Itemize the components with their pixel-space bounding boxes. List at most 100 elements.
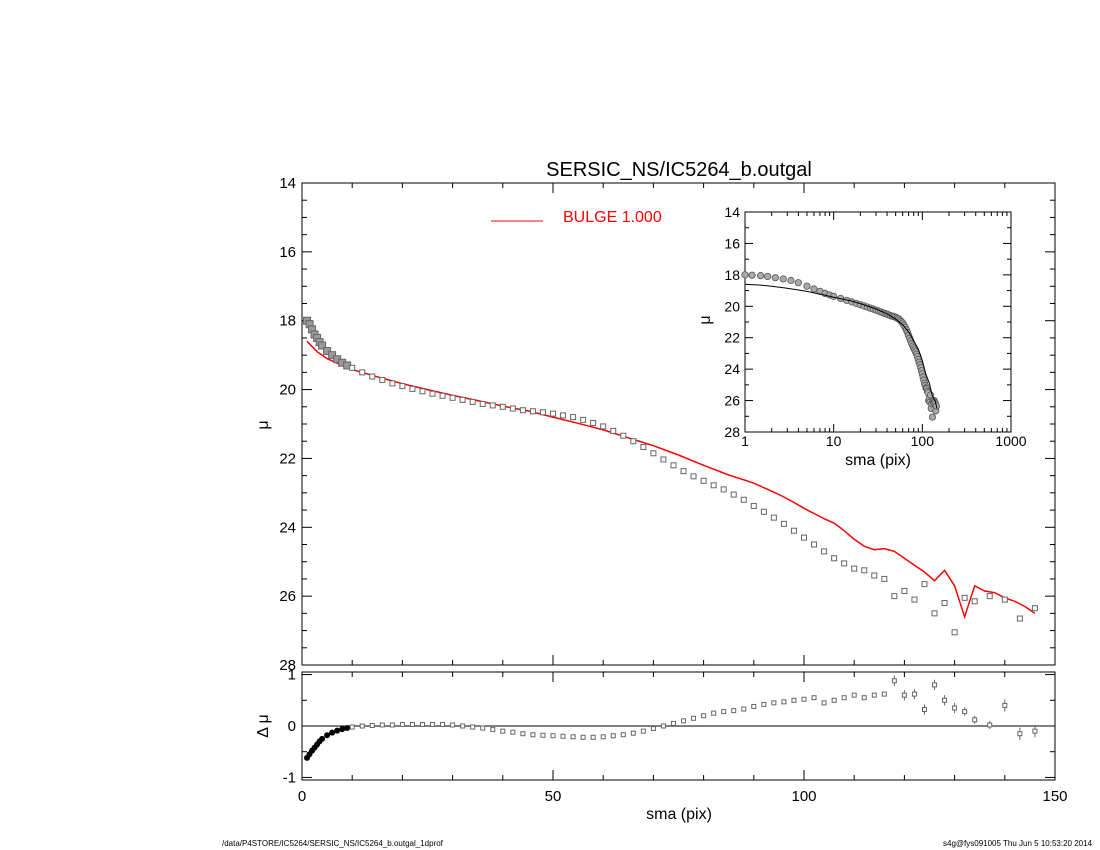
data-point bbox=[931, 610, 938, 617]
residual-point bbox=[711, 710, 717, 716]
inset-plot-frame bbox=[744, 211, 1012, 433]
data-point bbox=[921, 581, 928, 588]
data-point bbox=[700, 477, 707, 484]
residual-point bbox=[344, 725, 351, 732]
data-point bbox=[1001, 596, 1008, 603]
inset-x-axis-label: sma (pix) bbox=[845, 452, 911, 469]
data-point bbox=[821, 548, 828, 555]
residual-point bbox=[570, 734, 576, 740]
inset-y-tick-label: 26 bbox=[724, 393, 740, 409]
data-point bbox=[690, 473, 697, 480]
data-point bbox=[640, 444, 647, 451]
main-y-tick-label: 20 bbox=[279, 382, 296, 399]
data-point bbox=[811, 541, 818, 548]
inset-panel: 1 10 100 1000 14 16 18 20 22 24 26 28 μ sma (pix) bbox=[697, 204, 1027, 469]
residual-point bbox=[660, 723, 666, 729]
data-point bbox=[560, 412, 567, 419]
main-panel: 14 16 18 20 22 24 26 28 BULGE 1.000 μ bbox=[255, 175, 1056, 674]
residual-series bbox=[304, 675, 1038, 761]
inset-data-point bbox=[764, 272, 772, 281]
residual-point bbox=[460, 723, 466, 729]
residual-point bbox=[891, 678, 897, 684]
data-point bbox=[951, 629, 958, 636]
inset-y-axis-label: μ bbox=[697, 315, 714, 324]
residual-point bbox=[1032, 728, 1038, 734]
data-point bbox=[650, 450, 657, 457]
x-tick-label: 0 bbox=[298, 788, 306, 805]
data-point bbox=[479, 401, 486, 408]
residual-point bbox=[751, 703, 757, 709]
inset-y-tick-label: 28 bbox=[724, 424, 740, 440]
residual-point bbox=[921, 707, 927, 713]
data-point bbox=[323, 347, 332, 356]
data-point bbox=[720, 486, 727, 493]
data-point bbox=[961, 594, 968, 601]
residual-point bbox=[811, 695, 817, 701]
data-point bbox=[369, 373, 376, 380]
data-point bbox=[539, 409, 546, 416]
main-axis-ticks: 14 16 18 20 22 24 26 28 bbox=[279, 175, 1056, 674]
residual-point bbox=[831, 697, 837, 703]
residual-point bbox=[520, 731, 526, 737]
data-point bbox=[580, 416, 587, 423]
residual-y-axis-label: Δ μ bbox=[255, 714, 272, 737]
residual-point bbox=[319, 735, 326, 742]
data-point bbox=[790, 527, 797, 534]
bulge-model-line bbox=[306, 340, 1036, 620]
data-point bbox=[1016, 615, 1023, 622]
main-y-tick-label: 14 bbox=[279, 175, 296, 192]
residual-point bbox=[349, 724, 355, 730]
main-y-tick-label: 18 bbox=[279, 313, 296, 330]
residual-point bbox=[962, 709, 968, 715]
data-point bbox=[871, 572, 878, 579]
residual-point bbox=[470, 724, 476, 730]
residual-point bbox=[901, 692, 907, 698]
residual-point bbox=[861, 695, 867, 701]
data-point bbox=[760, 508, 767, 515]
footer-file-path: /data/P4STORE/IC5264/SERSIC_NS/IC5264_b.… bbox=[222, 839, 443, 848]
data-point bbox=[1031, 605, 1038, 612]
legend: BULGE 1.000 bbox=[491, 209, 662, 226]
residual-point bbox=[761, 701, 767, 707]
data-point bbox=[469, 398, 476, 405]
data-point bbox=[349, 364, 356, 371]
data-point bbox=[891, 593, 898, 600]
inset-data-point bbox=[779, 275, 787, 283]
inset-data-point bbox=[787, 276, 795, 285]
residual-point bbox=[379, 722, 385, 728]
residual-point bbox=[721, 709, 727, 715]
data-point bbox=[861, 567, 868, 574]
data-point bbox=[550, 410, 556, 417]
residual-point bbox=[359, 723, 365, 729]
data-point bbox=[328, 351, 337, 360]
inset-data-point bbox=[741, 271, 749, 279]
inset-x-tick-label: 1000 bbox=[995, 433, 1026, 449]
data-point bbox=[630, 438, 637, 445]
residual-point bbox=[334, 727, 341, 734]
data-point bbox=[740, 496, 747, 503]
x-tick-label: 150 bbox=[1042, 788, 1067, 805]
data-point bbox=[831, 555, 838, 562]
main-y-axis-label: μ bbox=[255, 420, 272, 429]
residual-point bbox=[419, 721, 425, 727]
data-point bbox=[911, 596, 918, 603]
residual-point bbox=[932, 682, 938, 688]
residual-point bbox=[640, 728, 646, 734]
residual-axis-ticks: 0 50 100 150-101 bbox=[283, 667, 1068, 805]
data-point bbox=[439, 392, 446, 399]
data-point bbox=[901, 587, 908, 594]
residual-point bbox=[399, 721, 405, 727]
data-point bbox=[780, 520, 787, 527]
residual-point bbox=[430, 721, 436, 727]
residual-point bbox=[369, 722, 375, 728]
inset-y-tick-label: 18 bbox=[724, 267, 740, 283]
data-point bbox=[449, 394, 456, 401]
residual-point bbox=[871, 692, 877, 698]
residual-point bbox=[389, 722, 395, 728]
data-point bbox=[971, 598, 978, 605]
residual-point bbox=[691, 715, 697, 721]
data-point bbox=[489, 402, 496, 409]
residual-y-tick-label: 0 bbox=[288, 718, 296, 735]
data-point bbox=[429, 390, 436, 397]
residual-point bbox=[480, 725, 486, 731]
